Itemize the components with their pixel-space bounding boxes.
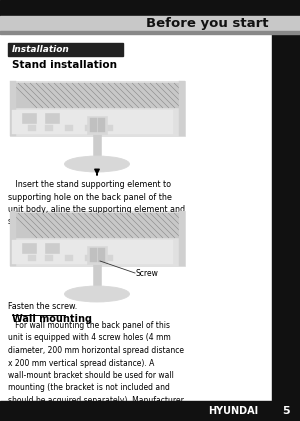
Bar bbox=[179, 211, 185, 266]
Text: Screw: Screw bbox=[136, 269, 159, 279]
Text: For wall mounting the back panel of this
unit is equipped with 4 screw holes (4 : For wall mounting the back panel of this… bbox=[8, 321, 184, 421]
Bar bbox=[0, 31, 300, 34]
Bar bbox=[12, 240, 173, 264]
Bar bbox=[28, 125, 36, 131]
Bar bbox=[272, 0, 300, 421]
Bar bbox=[45, 243, 59, 253]
Bar bbox=[12, 213, 183, 238]
Bar bbox=[98, 118, 105, 132]
Bar bbox=[93, 134, 101, 156]
Bar bbox=[10, 211, 16, 266]
Bar bbox=[98, 248, 105, 262]
Text: 5: 5 bbox=[282, 406, 290, 416]
Bar bbox=[0, 0, 300, 16]
Text: Insert the stand supporting element to
supporting hole on the back panel of the
: Insert the stand supporting element to s… bbox=[8, 180, 185, 226]
Bar bbox=[85, 255, 93, 261]
Bar bbox=[45, 255, 53, 261]
Bar bbox=[0, 16, 300, 31]
Bar bbox=[12, 110, 173, 134]
Bar bbox=[179, 81, 185, 136]
Bar bbox=[28, 255, 36, 261]
Bar bbox=[22, 113, 36, 123]
Ellipse shape bbox=[64, 286, 130, 302]
Bar bbox=[10, 211, 185, 266]
Bar bbox=[8, 43, 123, 56]
Text: Installation: Installation bbox=[12, 45, 70, 54]
Bar bbox=[22, 243, 36, 253]
Text: Stand installation: Stand installation bbox=[12, 60, 117, 70]
Bar bbox=[105, 255, 113, 261]
Text: Wall mounting: Wall mounting bbox=[12, 314, 92, 324]
Bar bbox=[87, 116, 107, 134]
Text: Before you start: Before you start bbox=[146, 18, 268, 30]
Bar bbox=[10, 81, 185, 136]
Bar bbox=[90, 118, 97, 132]
Bar bbox=[105, 125, 113, 131]
Bar bbox=[45, 113, 59, 123]
Bar bbox=[12, 83, 183, 108]
Ellipse shape bbox=[64, 156, 130, 172]
Text: Fasten the screw.: Fasten the screw. bbox=[8, 302, 77, 311]
Text: HYUNDAI: HYUNDAI bbox=[208, 406, 258, 416]
Bar bbox=[10, 81, 16, 136]
Bar bbox=[90, 248, 97, 262]
Bar bbox=[0, 401, 272, 421]
Bar bbox=[45, 125, 53, 131]
Bar bbox=[85, 125, 93, 131]
Bar bbox=[65, 125, 73, 131]
Bar bbox=[93, 264, 101, 286]
Bar bbox=[87, 246, 107, 264]
Bar bbox=[65, 255, 73, 261]
